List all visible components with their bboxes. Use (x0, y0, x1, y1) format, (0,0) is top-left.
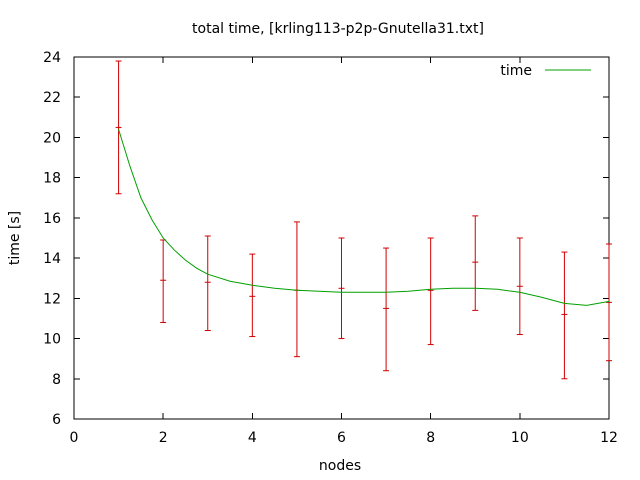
errorbars-group (115, 60, 612, 380)
legend-label-time: time (500, 63, 532, 79)
lines-group (118, 129, 610, 306)
errorbar (516, 237, 523, 336)
errorbar (249, 253, 256, 338)
x-tick-label: 4 (248, 430, 257, 446)
y-tick-label: 12 (43, 291, 61, 307)
x-tick-label: 6 (337, 430, 346, 446)
errorbar (160, 239, 167, 323)
y-tick-label: 24 (43, 50, 61, 66)
errorbar (472, 215, 479, 311)
x-tick-label: 2 (159, 430, 168, 446)
errorbar (427, 237, 434, 346)
chart-title: total time, [krling113-p2p-Gnutella31.tx… (192, 21, 484, 37)
x-tick-label: 12 (600, 430, 618, 446)
errorbar (561, 251, 568, 380)
errorbar (338, 237, 345, 340)
errorbar (115, 60, 122, 195)
x-tick-label: 0 (70, 430, 79, 446)
legend: time (500, 63, 591, 79)
y-tick-label: 22 (43, 90, 61, 106)
x-tick-label: 10 (511, 430, 529, 446)
y-tick-label: 16 (43, 211, 61, 227)
y-axis-label: time [s] (7, 211, 23, 265)
errorbar (606, 243, 612, 362)
y-tick-label: 14 (43, 251, 61, 267)
y-tick-label: 18 (43, 171, 61, 187)
y-tick-label: 8 (52, 372, 61, 388)
y-tick-label: 20 (43, 130, 61, 146)
x-axis-label: nodes (319, 458, 361, 474)
x-tick-label: 8 (426, 430, 435, 446)
series-line-time (118, 129, 610, 306)
y-tick-label: 6 (52, 412, 61, 428)
errorbar (293, 221, 300, 358)
y-tick-label: 10 (43, 332, 61, 348)
errorbar (383, 247, 390, 372)
errorbar (204, 235, 211, 332)
